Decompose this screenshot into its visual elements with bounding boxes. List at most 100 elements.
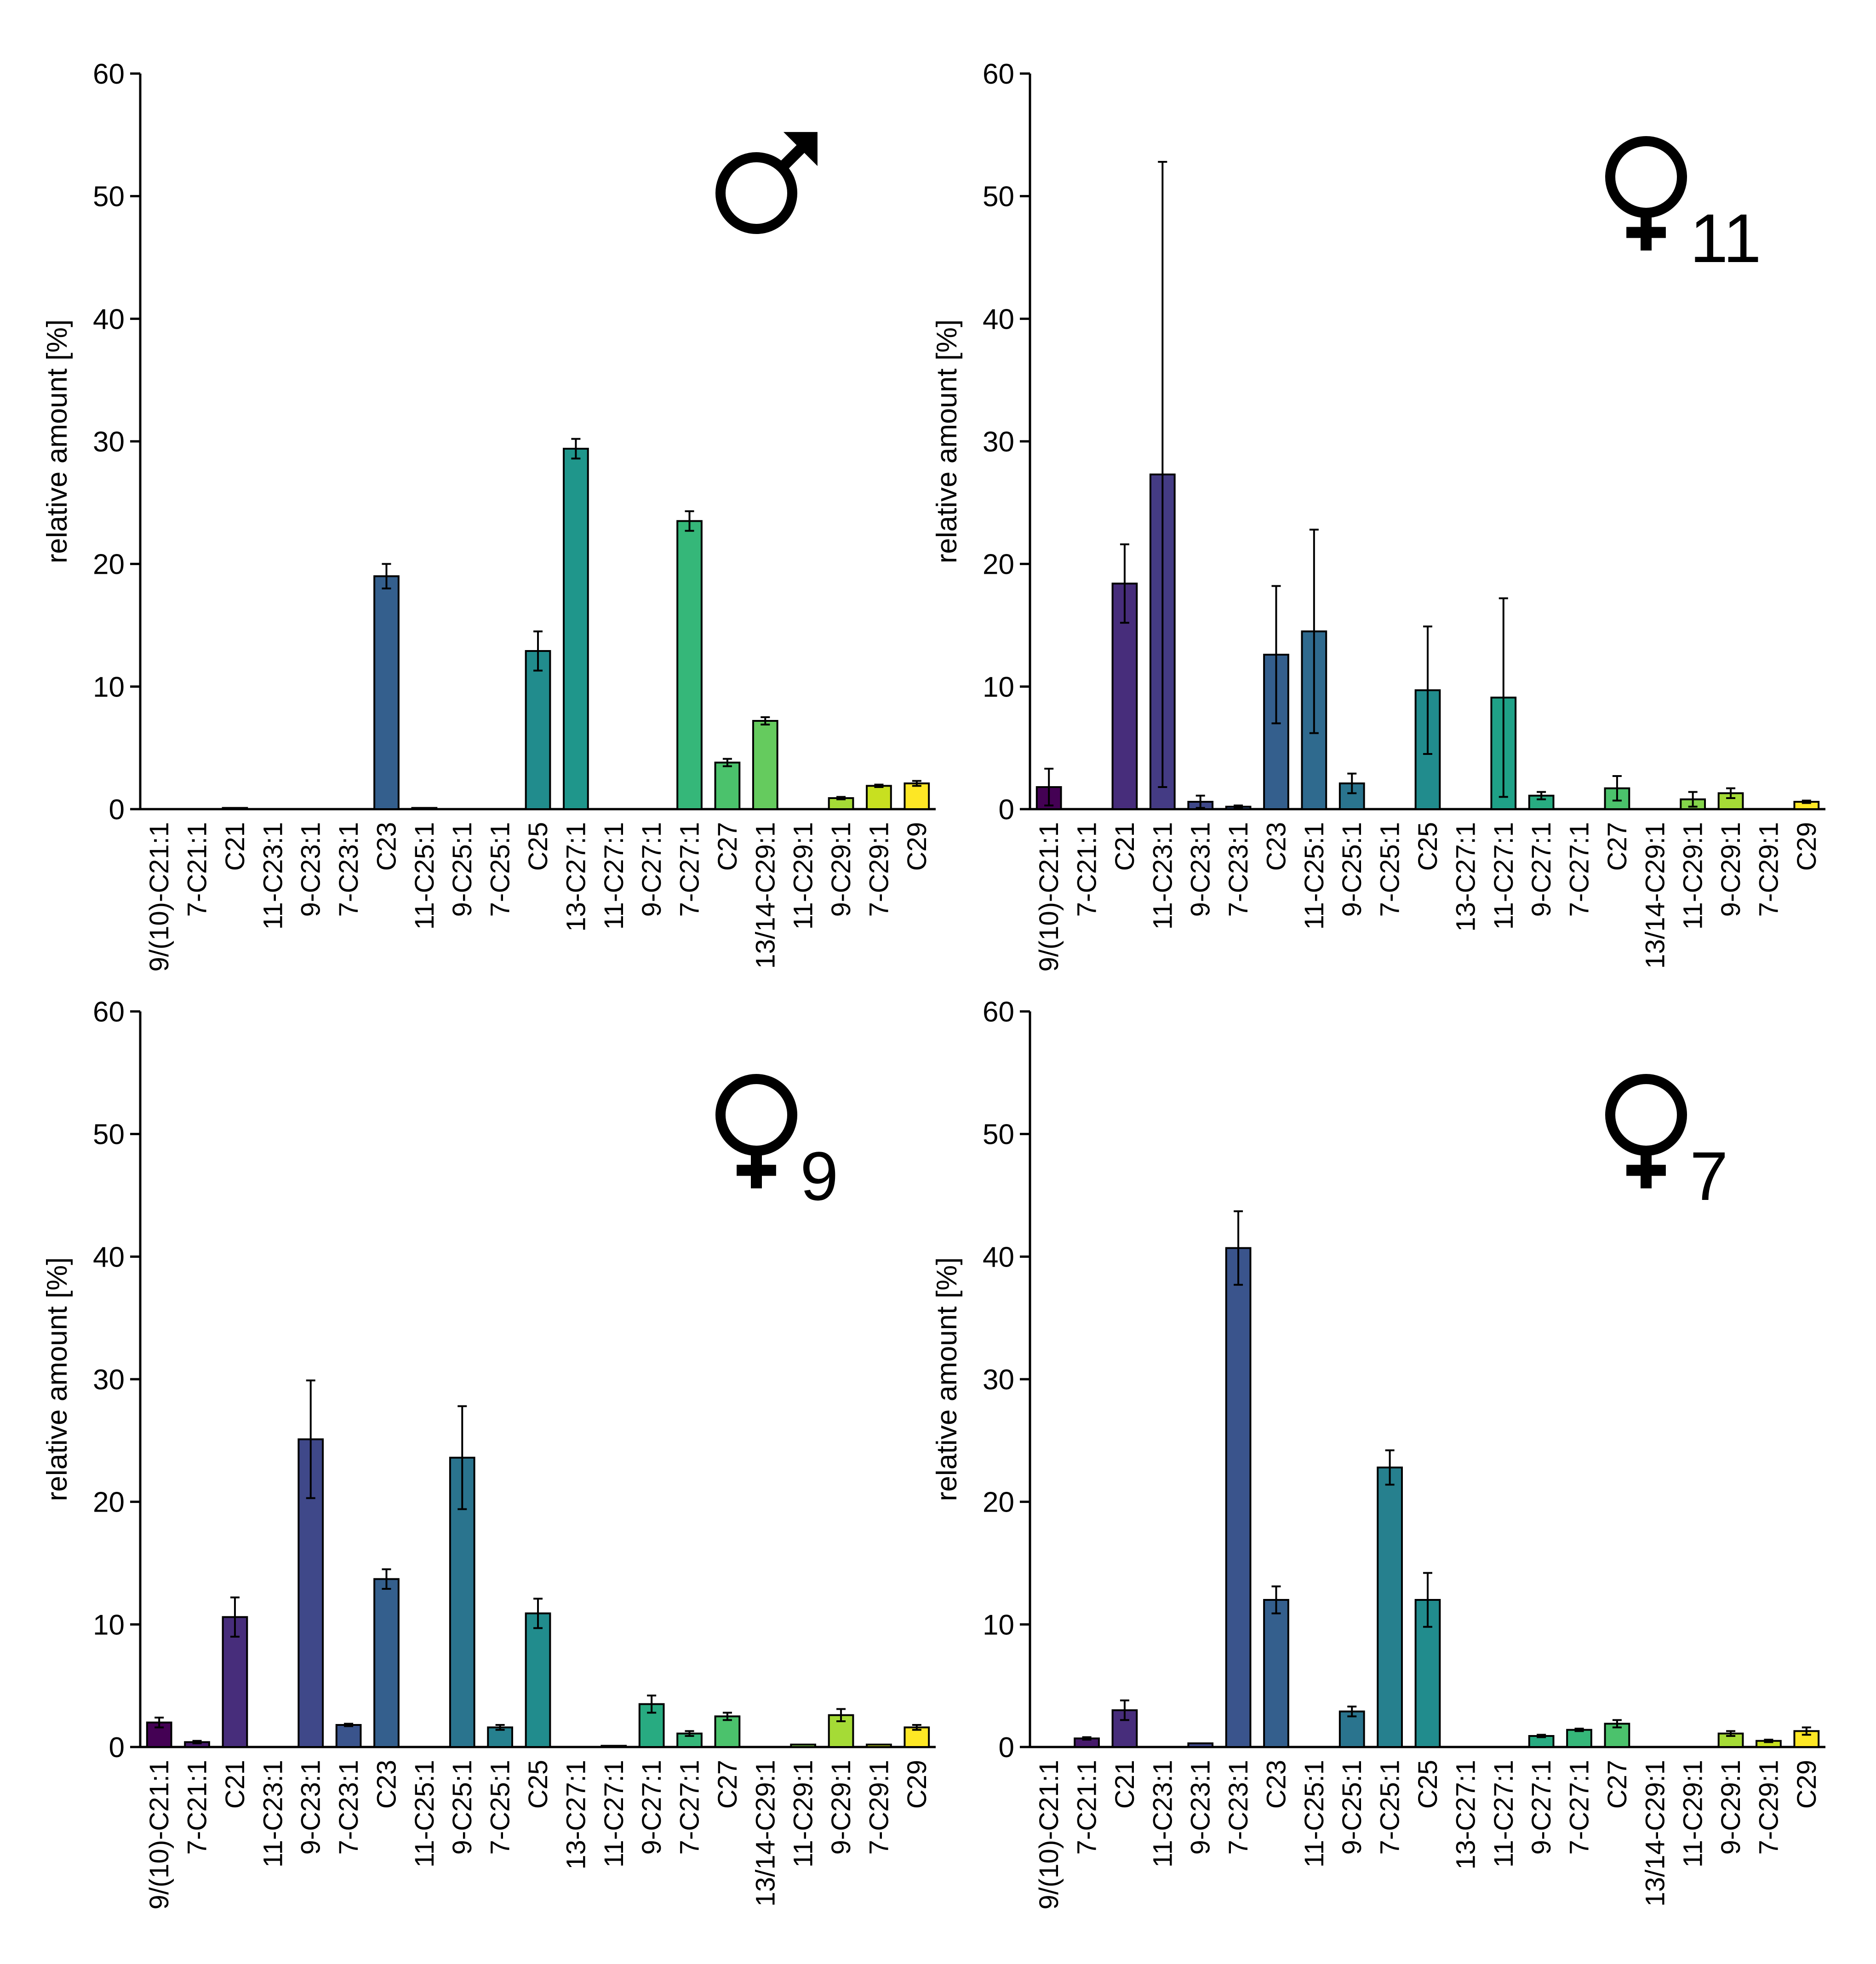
x-category-label: C23 (1261, 822, 1291, 871)
y-tick-label: 20 (983, 1487, 1014, 1519)
x-category-label: 7-C29:1 (1754, 822, 1784, 917)
y-tick-label: 30 (93, 1364, 125, 1396)
x-category-label: 9-C29:1 (1716, 1760, 1746, 1855)
x-category-label: 11-C27:1 (1489, 822, 1519, 930)
chart-panel-male: 0 10 20 30 40 50 60 relative amount [%] 9/(10)-C… (41, 58, 936, 972)
x-category-label: 9-C23:1 (296, 1760, 326, 1855)
x-category-label: 9-C23:1 (1186, 822, 1216, 917)
y-tick-label: 60 (983, 58, 1014, 90)
x-category-label: 7-C27:1 (675, 1760, 705, 1855)
x-category-label: 7-C29:1 (1754, 1760, 1784, 1855)
x-category-label: 11-C29:1 (789, 822, 818, 930)
bar (714, 1715, 741, 1748)
x-category-label: 13/14-C29:1 (750, 822, 780, 969)
x-category-label: 9-C25:1 (447, 1760, 477, 1855)
x-category-label: 9/(10)-C21:1 (1034, 1760, 1064, 1910)
y-tick-label: 10 (983, 1609, 1014, 1641)
x-category-label: 7-C23:1 (1224, 822, 1253, 917)
y-tick-label: 0 (109, 794, 125, 826)
x-category-label: 9-C29:1 (826, 1760, 856, 1855)
x-category-label: 7-C29:1 (864, 1760, 894, 1855)
x-category-label: 9/(10)-C21:1 (144, 1760, 174, 1910)
y-tick-label: 40 (983, 1241, 1014, 1273)
y-tick-label: 30 (93, 426, 125, 458)
x-category-label: 9-C27:1 (637, 822, 667, 917)
y-tick-label: 20 (983, 549, 1014, 581)
x-category-label: C21 (1110, 1760, 1140, 1809)
x-category-label: C21 (220, 1760, 250, 1809)
y-tick-label: 0 (109, 1732, 125, 1764)
x-category-label: 7-C27:1 (1565, 1760, 1595, 1855)
x-category-label: C25 (523, 822, 553, 871)
x-category-label: 11-C29:1 (789, 1760, 818, 1867)
y-tick-label: 0 (999, 1732, 1014, 1764)
x-category-label: 11-C23:1 (1148, 1760, 1178, 1867)
x-category-label: 9-C25:1 (1337, 1760, 1367, 1855)
x-category-label: C21 (220, 822, 250, 871)
x-category-label: C27 (713, 1760, 743, 1809)
y-tick-label: 10 (93, 1609, 125, 1641)
x-category-label: 7-C21:1 (183, 822, 212, 917)
bar (714, 761, 741, 810)
x-category-label: 9/(10)-C21:1 (1034, 822, 1064, 972)
bar (752, 720, 778, 810)
x-category-label: C29 (902, 822, 932, 871)
bar (866, 785, 892, 811)
bar (525, 1612, 551, 1748)
bar (790, 1743, 817, 1748)
y-tick-label: 40 (93, 1241, 125, 1273)
x-category-label: 13-C27:1 (1451, 822, 1481, 932)
x-category-label: 9-C27:1 (637, 1760, 667, 1855)
y-tick-label: 0 (999, 794, 1014, 826)
chart-panel-female-11: 0 10 20 30 40 50 60 relative amount [%] 9/(10)-C… (931, 58, 1825, 972)
x-category-label: 7-C25:1 (486, 822, 515, 917)
bar (411, 807, 438, 811)
x-category-label: 13/14-C29:1 (1640, 1760, 1670, 1907)
y-tick-label: 60 (93, 996, 125, 1028)
x-category-label: 9-C27:1 (1527, 1760, 1556, 1855)
y-tick-label: 60 (983, 996, 1014, 1028)
y-axis-title: relative amount [%] (41, 1257, 73, 1502)
x-category-label: C27 (1602, 1760, 1632, 1809)
y-tick-label: 20 (93, 1487, 125, 1519)
bar (1263, 1599, 1289, 1748)
x-category-label: C25 (523, 1760, 553, 1809)
x-category-label: 7-C21:1 (1072, 1760, 1102, 1855)
x-category-label: 11-C25:1 (1299, 822, 1329, 930)
x-category-label: 7-C21:1 (1072, 822, 1102, 917)
y-tick-label: 30 (983, 1364, 1014, 1396)
x-category-label: 11-C29:1 (1678, 822, 1708, 930)
x-category-label: 9-C29:1 (1716, 822, 1746, 917)
x-category-label: 9-C29:1 (826, 822, 856, 917)
x-category-label: 7-C23:1 (1224, 1760, 1253, 1855)
male-symbol-ring (715, 152, 797, 234)
x-category-label: 11-C27:1 (1489, 1760, 1519, 1867)
bar (904, 782, 930, 810)
x-category-label: C29 (1792, 822, 1822, 871)
x-category-label: C23 (372, 822, 401, 871)
bar (676, 520, 703, 811)
x-category-label: 9-C27:1 (1527, 822, 1556, 917)
x-category-label: C29 (902, 1760, 932, 1809)
x-category-label: 13-C27:1 (561, 822, 591, 932)
bar (1338, 1710, 1365, 1748)
y-tick-label: 50 (983, 1119, 1014, 1151)
bar (1377, 1467, 1403, 1748)
sex-symbol-annotation: 11 (1605, 136, 1762, 277)
sex-symbol-annotation: 7 (1605, 1074, 1728, 1215)
x-category-label: 13-C27:1 (1451, 1760, 1481, 1870)
bar (1566, 1729, 1592, 1748)
x-category-label: C25 (1413, 1760, 1443, 1809)
x-category-label: C27 (1602, 822, 1632, 871)
y-tick-label: 30 (983, 426, 1014, 458)
x-category-label: 11-C23:1 (258, 822, 288, 930)
x-category-label: 7-C21:1 (183, 1760, 212, 1855)
female-symbol-ring (1605, 1074, 1687, 1156)
y-axis-title: relative amount [%] (41, 320, 73, 564)
bar (1187, 1742, 1214, 1748)
y-tick-label: 10 (983, 671, 1014, 703)
x-category-label: 11-C29:1 (1678, 1760, 1708, 1867)
y-tick-label: 20 (93, 549, 125, 581)
x-category-label: 9-C23:1 (1186, 1760, 1216, 1855)
x-category-label: 11-C25:1 (1299, 1760, 1329, 1867)
